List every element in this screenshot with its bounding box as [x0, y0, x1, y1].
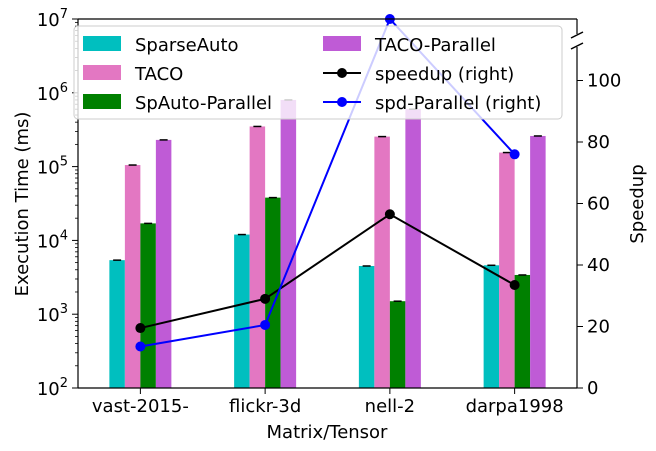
bar-sparseauto — [234, 234, 250, 388]
x-tick-label: vast-2015- — [92, 396, 189, 417]
bar-sparseauto — [109, 260, 125, 388]
tick-exponent: 7 — [60, 7, 68, 22]
point-speedup-right — [509, 279, 520, 290]
axis-break-mark — [570, 42, 584, 50]
y-tick-label-right: 0 — [587, 378, 598, 399]
point-spd-parallel-right — [509, 149, 520, 160]
point-spd-parallel-right — [260, 319, 271, 330]
bar-taco-parallel — [280, 99, 297, 388]
legend-label-sparseauto: SparseAuto — [135, 35, 239, 56]
legend-marker-speedup-right — [337, 68, 347, 78]
y-tick-label-right: 60 — [587, 194, 610, 215]
bar-taco — [249, 126, 266, 388]
x-tick-label: nell-2 — [365, 396, 415, 417]
bar-taco — [499, 152, 515, 388]
bar-layer — [109, 99, 546, 389]
bar-sparseauto — [358, 265, 375, 388]
bar-spauto-parallel — [514, 274, 531, 388]
tick-exponent: 6 — [60, 81, 68, 96]
y-tick-label-left: 104 — [37, 228, 68, 252]
y-tick-label-left: 105 — [37, 155, 68, 179]
tick-exponent: 3 — [60, 302, 68, 317]
y-tick-label-right: 80 — [587, 132, 610, 153]
legend-swatch-sparseauto — [83, 36, 121, 51]
x-axis-label: Matrix/Tensor — [267, 422, 389, 443]
y-axis-label: Execution Time (ms) — [12, 112, 33, 297]
legend: SparseAuto TACO SpAuto-Parallel TACO-Parall… — [73, 25, 563, 120]
x-tick-label: darpa1998 — [466, 396, 564, 417]
point-spd-parallel-right — [135, 341, 146, 352]
bar-taco-parallel — [530, 135, 546, 388]
bar-sparseauto — [483, 265, 500, 388]
y-tick-label-left: 106 — [37, 81, 68, 105]
axis-break-mark — [570, 31, 584, 39]
legend-label-taco: TACO — [134, 64, 183, 85]
line-speedup-right — [140, 213, 516, 330]
legend-swatch-taco-parallel — [323, 36, 361, 51]
legend-label-spd-parallel-right: spd-Parallel (right) — [375, 93, 541, 114]
tick-exponent: 2 — [60, 376, 68, 391]
y-tick-label-left: 103 — [37, 302, 68, 326]
y-tick-label-left: 102 — [37, 376, 68, 400]
legend-label-speedup-right: speedup (right) — [375, 64, 514, 85]
point-speedup-right — [260, 293, 271, 304]
legend-swatch-taco — [83, 65, 121, 80]
y-tick-label-right: 20 — [587, 317, 610, 338]
y-tick-label-right: 40 — [587, 255, 610, 276]
legend-label-spauto-parallel: SpAuto-Parallel — [135, 93, 272, 114]
point-speedup-right — [384, 209, 395, 220]
legend-marker-spd-parallel-right — [337, 97, 347, 107]
bar-taco-parallel — [405, 109, 421, 389]
bar-taco-parallel — [155, 139, 172, 388]
y-tick-label-right: 100 — [587, 71, 621, 92]
point-speedup-right — [135, 323, 146, 334]
tick-exponent: 5 — [60, 155, 68, 170]
legend-box — [73, 25, 563, 120]
bar-taco — [374, 136, 390, 388]
x-tick-label: flickr-3d — [229, 396, 301, 417]
legend-label-taco-parallel: TACO-Parallel — [374, 35, 496, 56]
bar-spauto-parallel — [140, 223, 156, 388]
y-axis-right-label: Speedup — [627, 164, 648, 243]
tick-layer: vast-2015- flickr-3d nell-2 darpa1998 102 103… — [37, 7, 622, 417]
bar-spauto-parallel — [389, 301, 406, 388]
y-tick-label-left: 107 — [37, 7, 68, 31]
legend-swatch-spauto-parallel — [83, 94, 121, 109]
bar-taco — [124, 165, 141, 388]
tick-exponent: 4 — [60, 228, 68, 243]
